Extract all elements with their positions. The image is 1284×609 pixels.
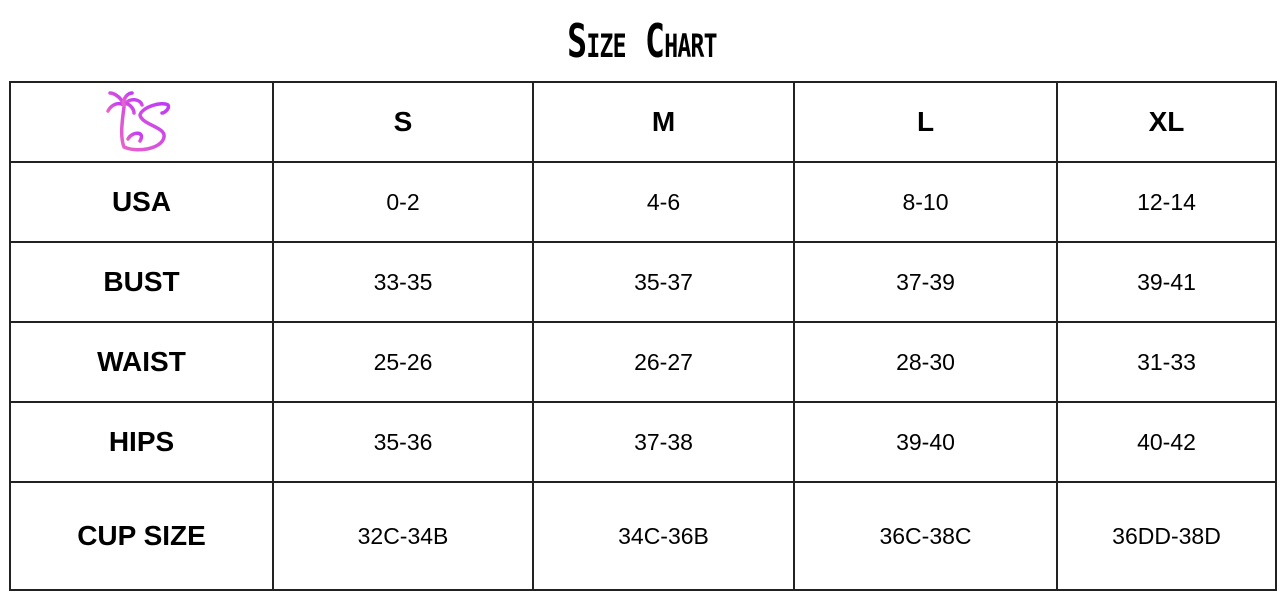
table-cell: 8-10 [793,161,1058,243]
table-row-cup-size: CUP SIZE 32C-34B 34C-36B 36C-38C 36DD-38… [9,481,1277,591]
size-chart-table: S M L XL USA 0-2 4-6 8-10 12-14 BUST 33-… [9,81,1277,591]
table-cell: 32C-34B [272,481,534,591]
table-cell: 35-37 [532,241,795,323]
row-label: CUP SIZE [9,481,274,591]
column-header-l: L [793,81,1058,163]
table-row-usa: USA 0-2 4-6 8-10 12-14 [9,161,1277,243]
row-label: USA [9,161,274,243]
table-row-bust: BUST 33-35 35-37 37-39 39-41 [9,241,1277,323]
column-header-s: S [272,81,534,163]
palm-tree-logo-icon [105,91,170,152]
table-cell: 39-40 [793,401,1058,483]
column-header-xl: XL [1056,81,1277,163]
table-cell: 31-33 [1056,321,1277,403]
column-header-m: M [532,81,795,163]
table-cell: 28-30 [793,321,1058,403]
row-label: BUST [9,241,274,323]
row-label: WAIST [9,321,274,403]
table-cell: 4-6 [532,161,795,243]
table-cell: 36DD-38D [1056,481,1277,591]
table-cell: 25-26 [272,321,534,403]
table-cell: 40-42 [1056,401,1277,483]
table-cell: 36C-38C [793,481,1058,591]
page-title: Size Chart [567,14,717,68]
table-cell: 37-38 [532,401,795,483]
table-cell: 37-39 [793,241,1058,323]
header-row: S M L XL [9,81,1277,163]
table-row-waist: WAIST 25-26 26-27 28-30 31-33 [9,321,1277,403]
row-label: HIPS [9,401,274,483]
table-cell: 34C-36B [532,481,795,591]
logo-cell [9,81,274,163]
table-cell: 26-27 [532,321,795,403]
table-cell: 39-41 [1056,241,1277,323]
table-cell: 33-35 [272,241,534,323]
table-row-hips: HIPS 35-36 37-38 39-40 40-42 [9,401,1277,483]
table-cell: 0-2 [272,161,534,243]
table-cell: 35-36 [272,401,534,483]
table-cell: 12-14 [1056,161,1277,243]
